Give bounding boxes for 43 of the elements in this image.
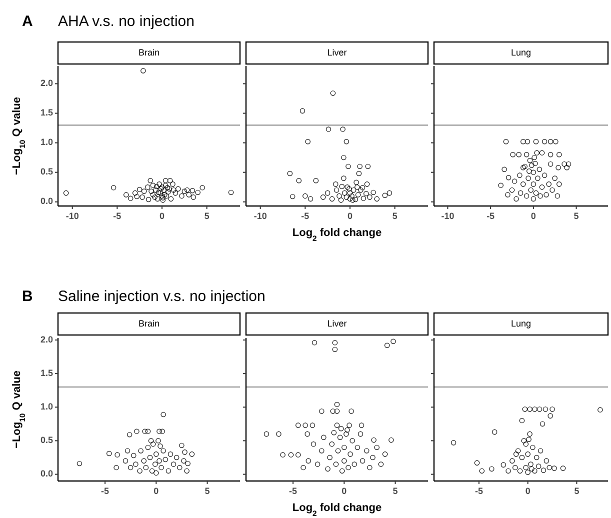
y-tick-label: 1.0 [40,137,53,148]
x-tick-label: 0 [154,486,159,496]
y-tick-label: 0.5 [40,166,53,177]
y-tick-label: 0.5 [40,435,53,446]
y-tick-label: 2.0 [40,78,53,88]
x-tick-label: 0 [342,486,347,496]
x-axis-title: Log$_{2}$ fold change [292,502,382,518]
x-tick-label: 5 [392,211,398,221]
y-tick-label: 1.5 [40,368,53,378]
x-tick-label: -10 [254,211,267,221]
chart-title: Lung [510,47,532,58]
y-tick-label: 1.0 [40,402,53,412]
chart-title: Brain [138,318,160,328]
x-tick-label: 5 [574,486,580,496]
x-tick-label: -10 [66,211,79,221]
x-tick-label: 5 [574,211,579,221]
text: Saline injection v.s. no injection [58,288,266,305]
x-tick-label: 5 [204,211,210,221]
x-tick-label: -5 [486,211,495,221]
chart-title: Brain [138,47,160,58]
y-tick-label: 0.0 [40,196,53,206]
x-tick-label: 0 [525,486,530,496]
x-tick-label: -5 [289,486,298,496]
x-tick-label: -5 [301,211,310,221]
x-tick-label: 0 [530,211,536,221]
x-tick-label: -5 [113,211,122,221]
chart-title: Liver [327,318,347,328]
text: AHA v.s. no injection [58,12,194,30]
text: A [22,12,33,30]
x-tick-label: -10 [441,211,454,221]
y-tick-label: 1.5 [40,108,53,118]
x-tick-label: 0 [347,211,353,221]
x-tick-label: 5 [392,486,398,496]
x-tick-label: -5 [101,486,110,496]
text: B [22,288,33,305]
x-tick-label: 0 [159,211,165,221]
x-tick-label: -5 [474,486,483,496]
chart-title: Lung [510,318,532,328]
chart-title: Liver [327,47,347,58]
x-axis-title: Log$_{2}$ fold change [292,227,382,242]
y-tick-label: 2.0 [40,334,53,344]
y-tick-label: 0.0 [40,468,53,479]
x-tick-label: 5 [204,486,210,496]
